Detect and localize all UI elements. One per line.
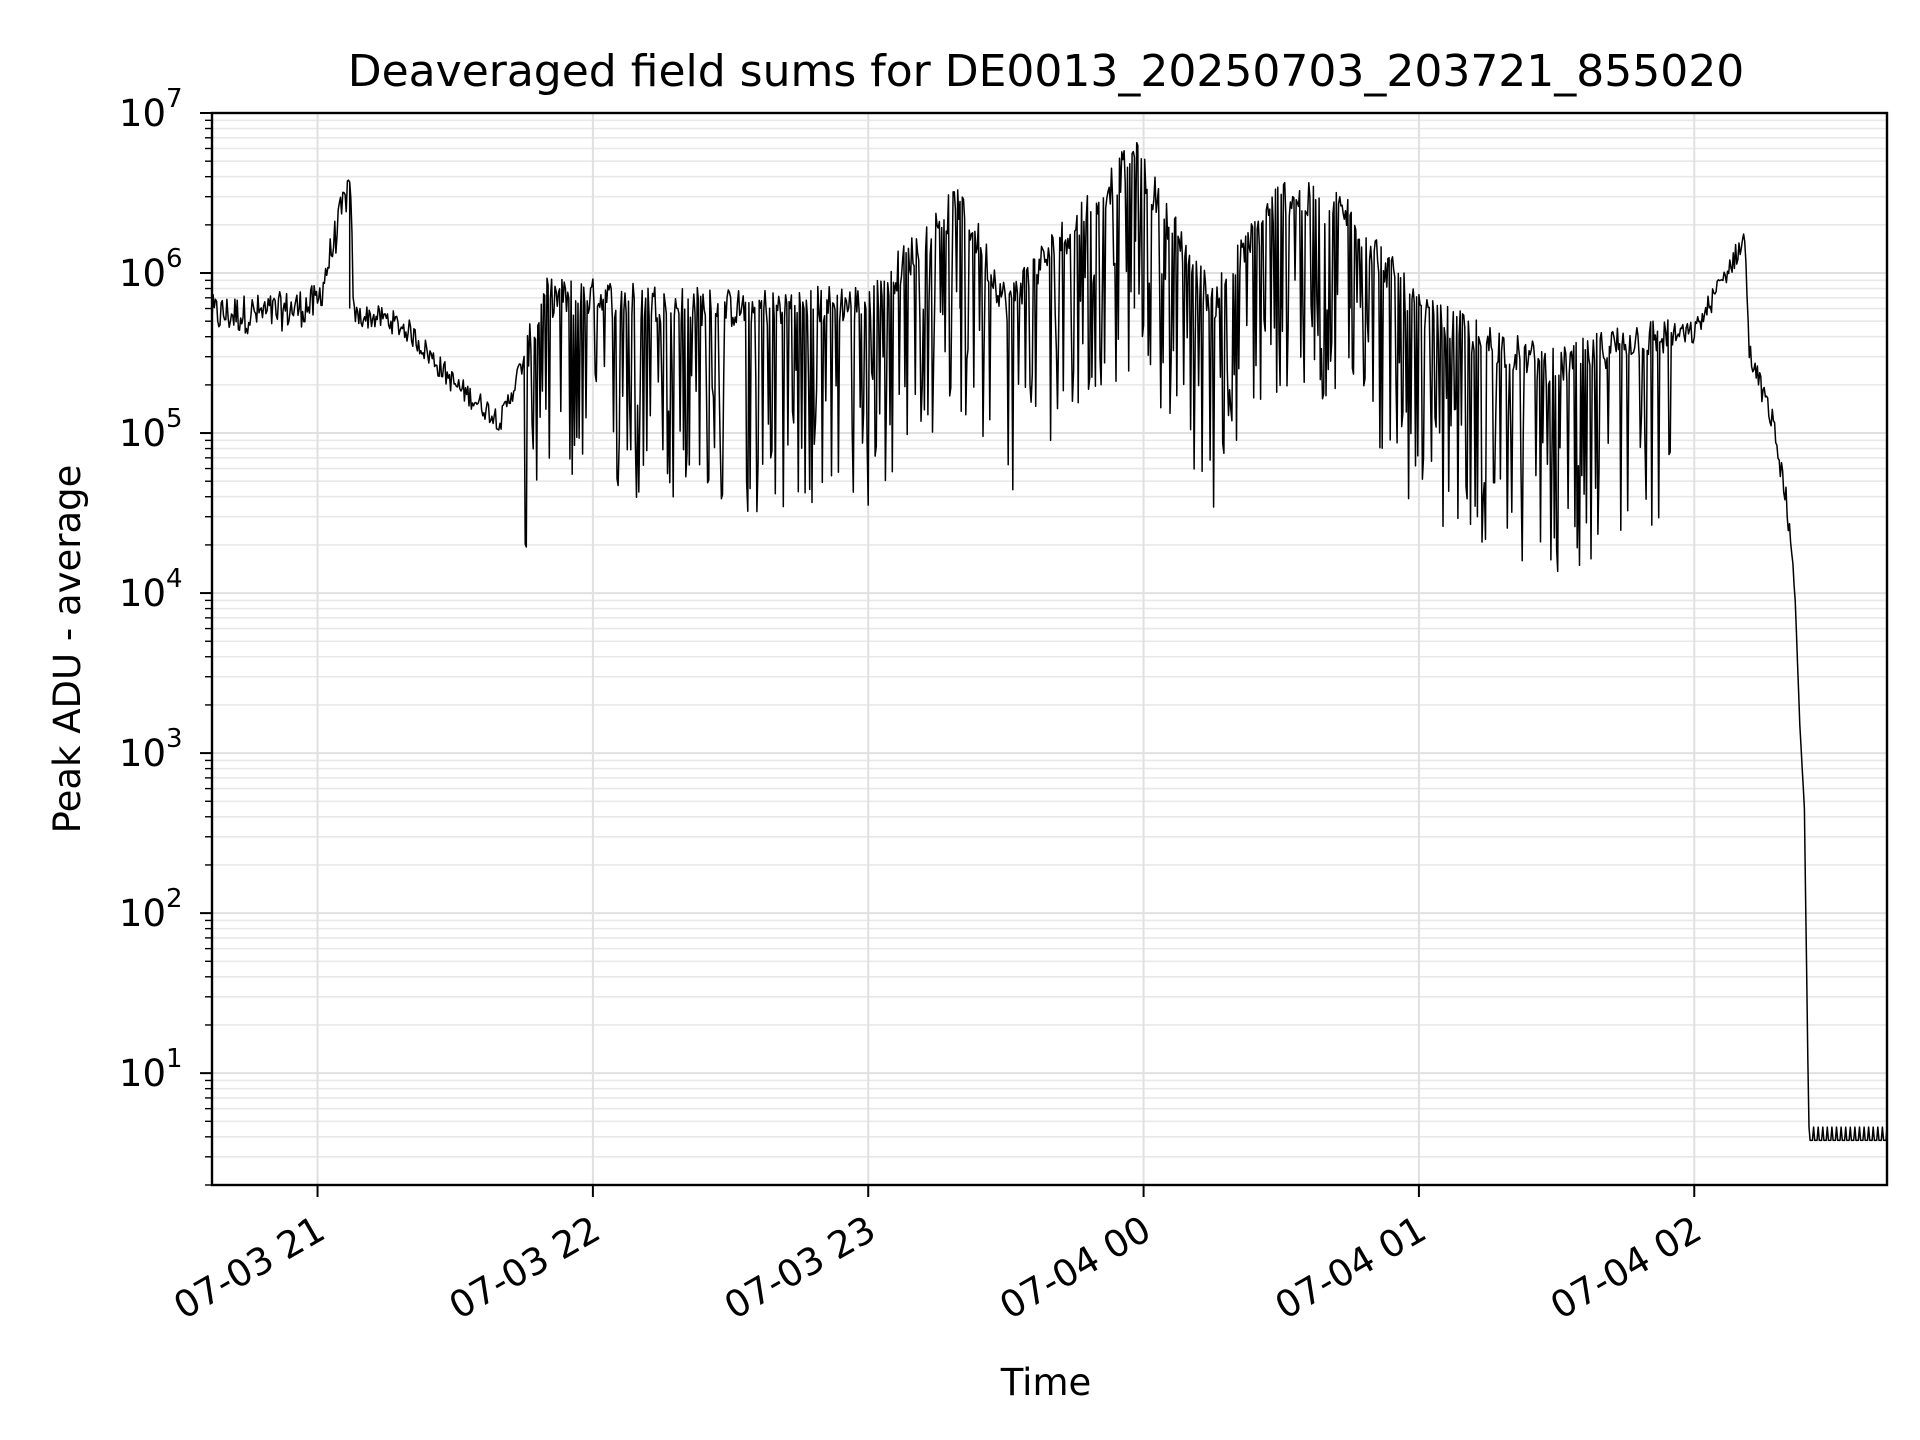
chart-title: Deaveraged field sums for DE0013_2025070…	[348, 46, 1745, 97]
y-tick-exponent: 7	[166, 84, 183, 114]
y-tick-exponent: 4	[166, 564, 183, 594]
y-axis-label: Peak ADU - average	[46, 465, 89, 834]
y-tick-exponent: 1	[166, 1044, 183, 1074]
y-tick-label: 10	[119, 92, 166, 135]
y-tick-label: 10	[119, 1052, 166, 1095]
grid	[212, 112, 1887, 1186]
x-axis-label: Time	[1000, 1361, 1092, 1404]
x-tick-label: 07-03 22	[442, 1208, 608, 1328]
x-tick-label: 07-03 23	[717, 1208, 883, 1328]
y-tick-label: 10	[119, 892, 166, 935]
y-tick-exponent: 3	[166, 724, 183, 754]
y-tick-label: 10	[119, 572, 166, 615]
series-line	[211, 141, 1888, 1142]
axis-ticks	[200, 112, 1696, 1197]
y-tick-exponent: 6	[166, 244, 183, 274]
x-tick-label: 07-04 01	[1268, 1208, 1434, 1328]
y-tick-exponent: 5	[166, 404, 183, 434]
y-tick-label: 10	[119, 412, 166, 455]
x-tick-label: 07-04 02	[1543, 1208, 1709, 1328]
y-tick-label: 10	[119, 732, 166, 775]
plot-frame	[210, 111, 1889, 1187]
y-tick-label: 10	[119, 252, 166, 295]
x-tick-label: 07-03 21	[166, 1208, 332, 1328]
x-tick-label: 07-04 00	[993, 1208, 1159, 1328]
y-tick-exponent: 2	[166, 884, 183, 914]
x-tick-labels: 07-03 21 07-03 22 07-03 23 07-04 00 07-04 01…	[166, 1208, 1708, 1328]
